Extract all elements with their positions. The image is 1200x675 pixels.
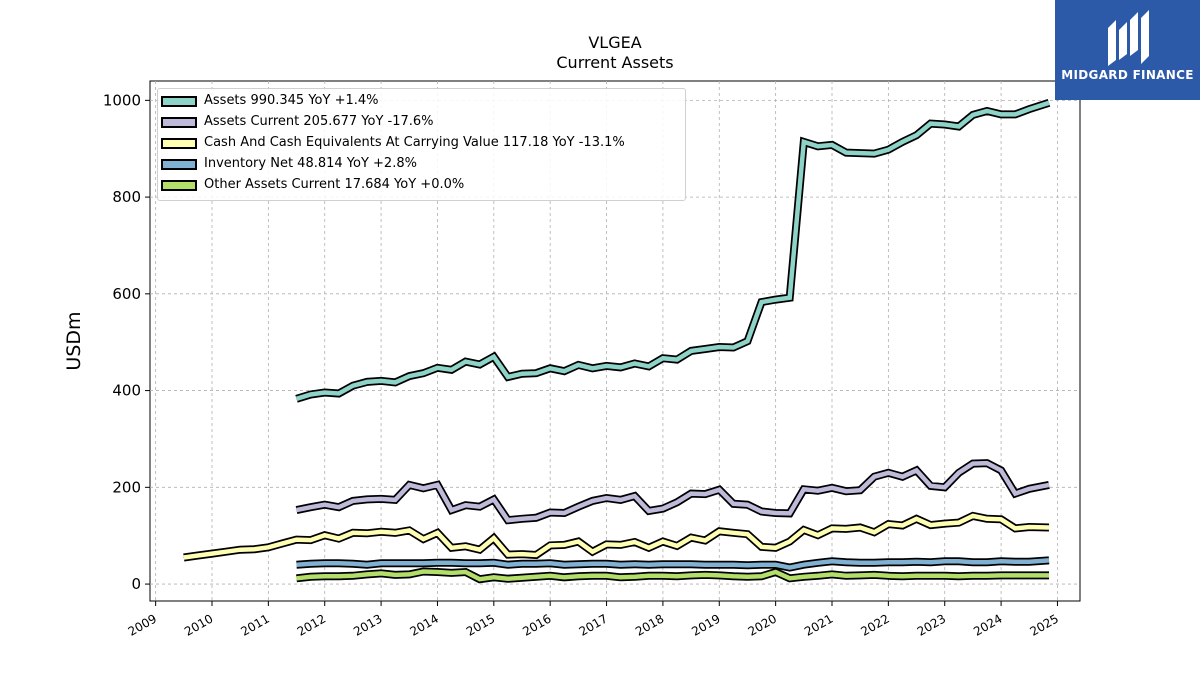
chart-subtitle: Current Assets (556, 53, 674, 72)
legend-swatch-assets-current (161, 117, 197, 128)
brand-logo: MIDGARD FINANCE (1055, 0, 1200, 100)
x-tick-label: 2018 (633, 611, 666, 638)
x-tick-label: 2024 (971, 611, 1004, 638)
legend-item-assets-current: Assets Current 205.677 YoY -17.6% (158, 113, 678, 133)
legend-item-inventory: Inventory Net 48.814 YoY +2.8% (158, 155, 678, 175)
x-tick-label: 2009 (126, 611, 159, 638)
chart-title: VLGEA (588, 33, 642, 52)
x-tick-label: 2023 (915, 611, 948, 638)
y-tick-label: 600 (112, 285, 141, 303)
x-tick-label: 2021 (802, 611, 835, 638)
x-tick-label: 2014 (408, 611, 441, 638)
y-tick-label: 0 (131, 575, 141, 593)
legend-swatch-inventory (161, 159, 197, 170)
legend-swatch-cash (161, 138, 197, 149)
series-line-assets-current (296, 460, 1050, 523)
x-tick-label: 2011 (238, 611, 271, 638)
legend-swatch-assets (161, 96, 197, 107)
legend-swatch-other-assets (161, 180, 197, 191)
y-tick-label: 400 (112, 382, 141, 400)
legend-label-cash: Cash And Cash Equivalents At Carrying Va… (204, 135, 625, 150)
legend-item-assets: Assets 990.345 YoY +1.4% (158, 92, 678, 112)
y-tick-label: 200 (112, 478, 141, 496)
legend-item-cash: Cash And Cash Equivalents At Carrying Va… (158, 134, 678, 154)
y-axis-label: USDm (63, 311, 85, 370)
y-tick-label: 1000 (103, 91, 141, 109)
legend-item-other-assets: Other Assets Current 17.684 YoY +0.0% (158, 176, 678, 196)
series-line-inventory-net (296, 558, 1050, 570)
y-tick-label: 800 (112, 188, 141, 206)
series-layer (183, 98, 1051, 584)
chart-legend: Assets 990.345 YoY +1.4% Assets Current … (157, 88, 686, 201)
series-outline-assets-current (295, 459, 1050, 525)
series-line-assets (295, 100, 1050, 401)
midgard-logo-icon (1108, 10, 1149, 66)
x-tick-label: 2010 (182, 611, 215, 638)
legend-label-other-assets: Other Assets Current 17.684 YoY +0.0% (204, 177, 465, 192)
legend-label-assets: Assets 990.345 YoY +1.4% (204, 93, 379, 108)
plot-frame (149, 80, 1081, 602)
x-tick-label: 2012 (295, 611, 328, 638)
x-tick-label: 2022 (858, 611, 891, 638)
x-tick-label: 2025 (1028, 611, 1061, 638)
legend-label-inventory: Inventory Net 48.814 YoY +2.8% (204, 156, 417, 171)
x-tick-label: 2019 (689, 611, 722, 638)
legend-label-assets-current: Assets Current 205.677 YoY -17.6% (204, 114, 434, 129)
series-line-cash-and-cash-equivalents-at-carrying-value (183, 513, 1050, 560)
brand-name: MIDGARD FINANCE (1061, 68, 1194, 82)
x-tick-label: 2013 (351, 611, 384, 638)
x-tick-label: 2015 (464, 611, 497, 638)
series-line-other-assets-current (296, 569, 1049, 582)
x-tick-label: 2017 (577, 611, 610, 638)
x-tick-label: 2020 (746, 611, 779, 638)
x-tick-label: 2016 (520, 611, 553, 638)
